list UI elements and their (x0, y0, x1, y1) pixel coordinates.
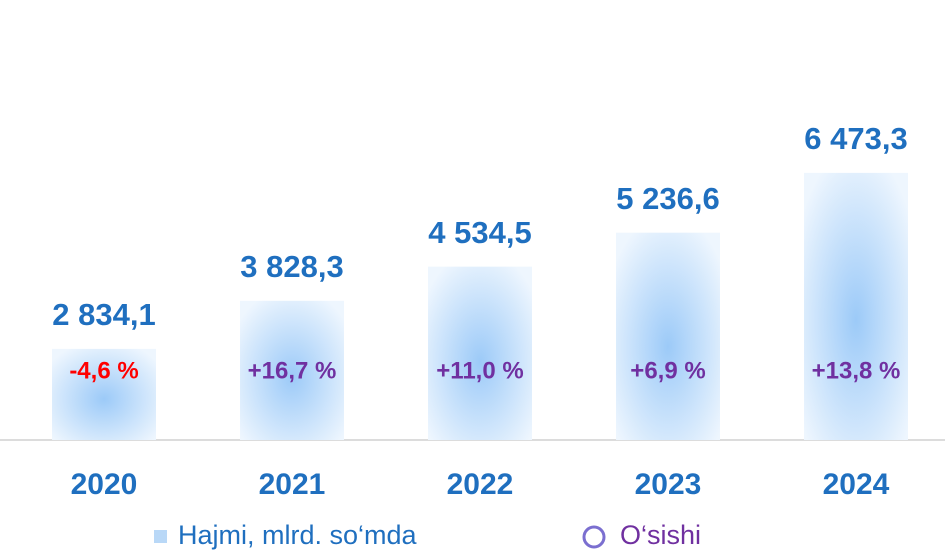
value-label: 4 534,5 (428, 215, 531, 250)
growth-label: +13,8 % (812, 357, 901, 384)
bar (240, 300, 344, 440)
legend-label: Hajmi, mlrd. so‘mda (178, 520, 418, 550)
bar (804, 172, 908, 441)
x-tick-label: 2024 (823, 468, 890, 501)
growth-label: +11,0 % (436, 357, 523, 384)
value-label: 3 828,3 (240, 249, 343, 284)
bar (52, 348, 156, 440)
legend-swatch (154, 530, 167, 543)
bar (616, 232, 720, 440)
x-tick-label: 2023 (635, 468, 702, 501)
growth-label: -4,6 % (69, 357, 138, 384)
value-label: 2 834,1 (52, 297, 155, 332)
x-tick-label: 2022 (447, 468, 514, 501)
growth-label: +16,7 % (248, 357, 337, 384)
bar (428, 266, 532, 440)
legend-label: O‘sishi (620, 520, 701, 550)
x-tick-label: 2020 (71, 468, 138, 501)
growth-label: +6,9 % (630, 357, 705, 384)
legend-swatch (582, 525, 606, 549)
value-label: 5 236,6 (616, 181, 719, 216)
value-label: 6 473,3 (804, 121, 907, 156)
x-tick-label: 2021 (259, 468, 326, 501)
